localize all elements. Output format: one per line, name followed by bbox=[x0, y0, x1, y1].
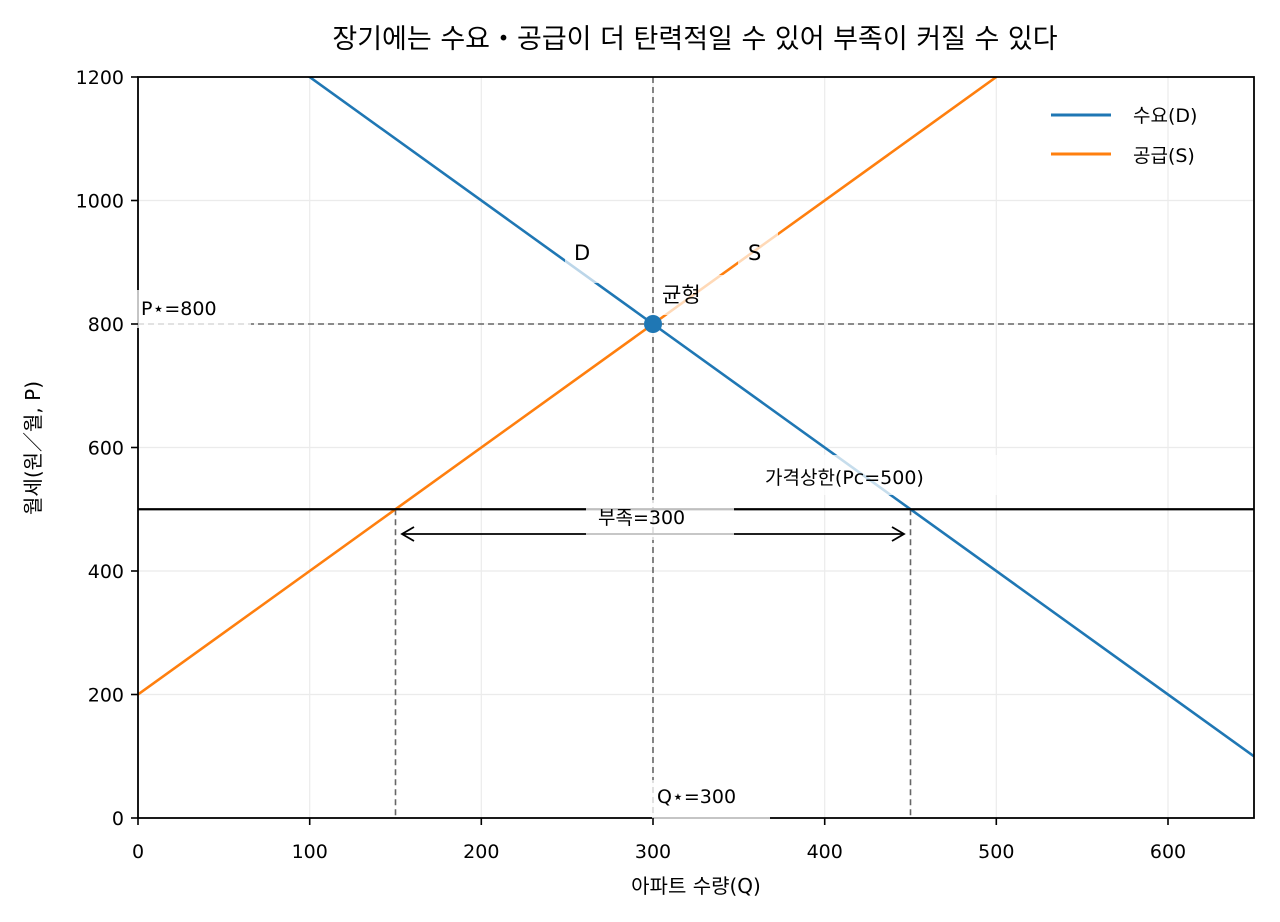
grid bbox=[138, 77, 1254, 818]
x-tick-label: 200 bbox=[463, 841, 499, 863]
qstar-label: Q⋆=300 bbox=[657, 786, 736, 808]
y-tick-label: 1000 bbox=[76, 191, 124, 213]
y-tick-label: 600 bbox=[88, 438, 124, 460]
y-tick-label: 1200 bbox=[76, 67, 124, 89]
supply-label: S bbox=[748, 241, 761, 265]
legend-label-demand: 수요(D) bbox=[1133, 105, 1197, 127]
legend-item-demand[interactable]: 수요(D) bbox=[1051, 105, 1197, 127]
legend-label-supply: 공급(S) bbox=[1133, 145, 1195, 167]
pstar-label: P⋆=800 bbox=[141, 298, 217, 320]
y-tick-label: 400 bbox=[88, 561, 124, 583]
curves bbox=[138, 77, 1254, 758]
price-ceiling-label: 가격상한(Pc=500) bbox=[765, 467, 924, 489]
x-axis-label: 아파트 수량(Q) bbox=[631, 874, 761, 898]
x-tick-label: 100 bbox=[292, 841, 328, 863]
y-axis: 0 200 400 600 800 1000 1200 월세(원／월, P) bbox=[21, 67, 138, 830]
y-axis-label: 월세(원／월, P) bbox=[21, 381, 45, 515]
x-tick-label: 600 bbox=[1150, 841, 1186, 863]
shortage-label: 부족=300 bbox=[598, 507, 685, 529]
y-tick-label: 200 bbox=[88, 685, 124, 707]
demand-label: D bbox=[574, 241, 590, 265]
legend: 수요(D) 공급(S) bbox=[1051, 105, 1197, 167]
equilibrium-point[interactable] bbox=[644, 315, 662, 333]
y-tick-label: 0 bbox=[112, 808, 124, 830]
reference-lines bbox=[138, 77, 1254, 818]
x-tick-label: 400 bbox=[807, 841, 843, 863]
x-tick-label: 0 bbox=[132, 841, 144, 863]
y-tick-label: 800 bbox=[88, 314, 124, 336]
supply-curve bbox=[138, 77, 998, 696]
x-tick-label: 500 bbox=[978, 841, 1014, 863]
chart-title: 장기에는 수요・공급이 더 탄력적일 수 있어 부족이 커질 수 있다 bbox=[332, 24, 1057, 55]
annotations: D S 균형 P⋆=800 Q⋆=300 가격상한(Pc=500) 부족=300 bbox=[133, 228, 1000, 820]
x-axis: 0 100 200 300 400 500 600 아파트 수량(Q) bbox=[132, 818, 1186, 898]
demand-curve bbox=[307, 77, 1254, 758]
legend-item-supply[interactable]: 공급(S) bbox=[1051, 145, 1195, 167]
x-tick-label: 300 bbox=[635, 841, 671, 863]
equilibrium-label: 균형 bbox=[662, 283, 701, 307]
